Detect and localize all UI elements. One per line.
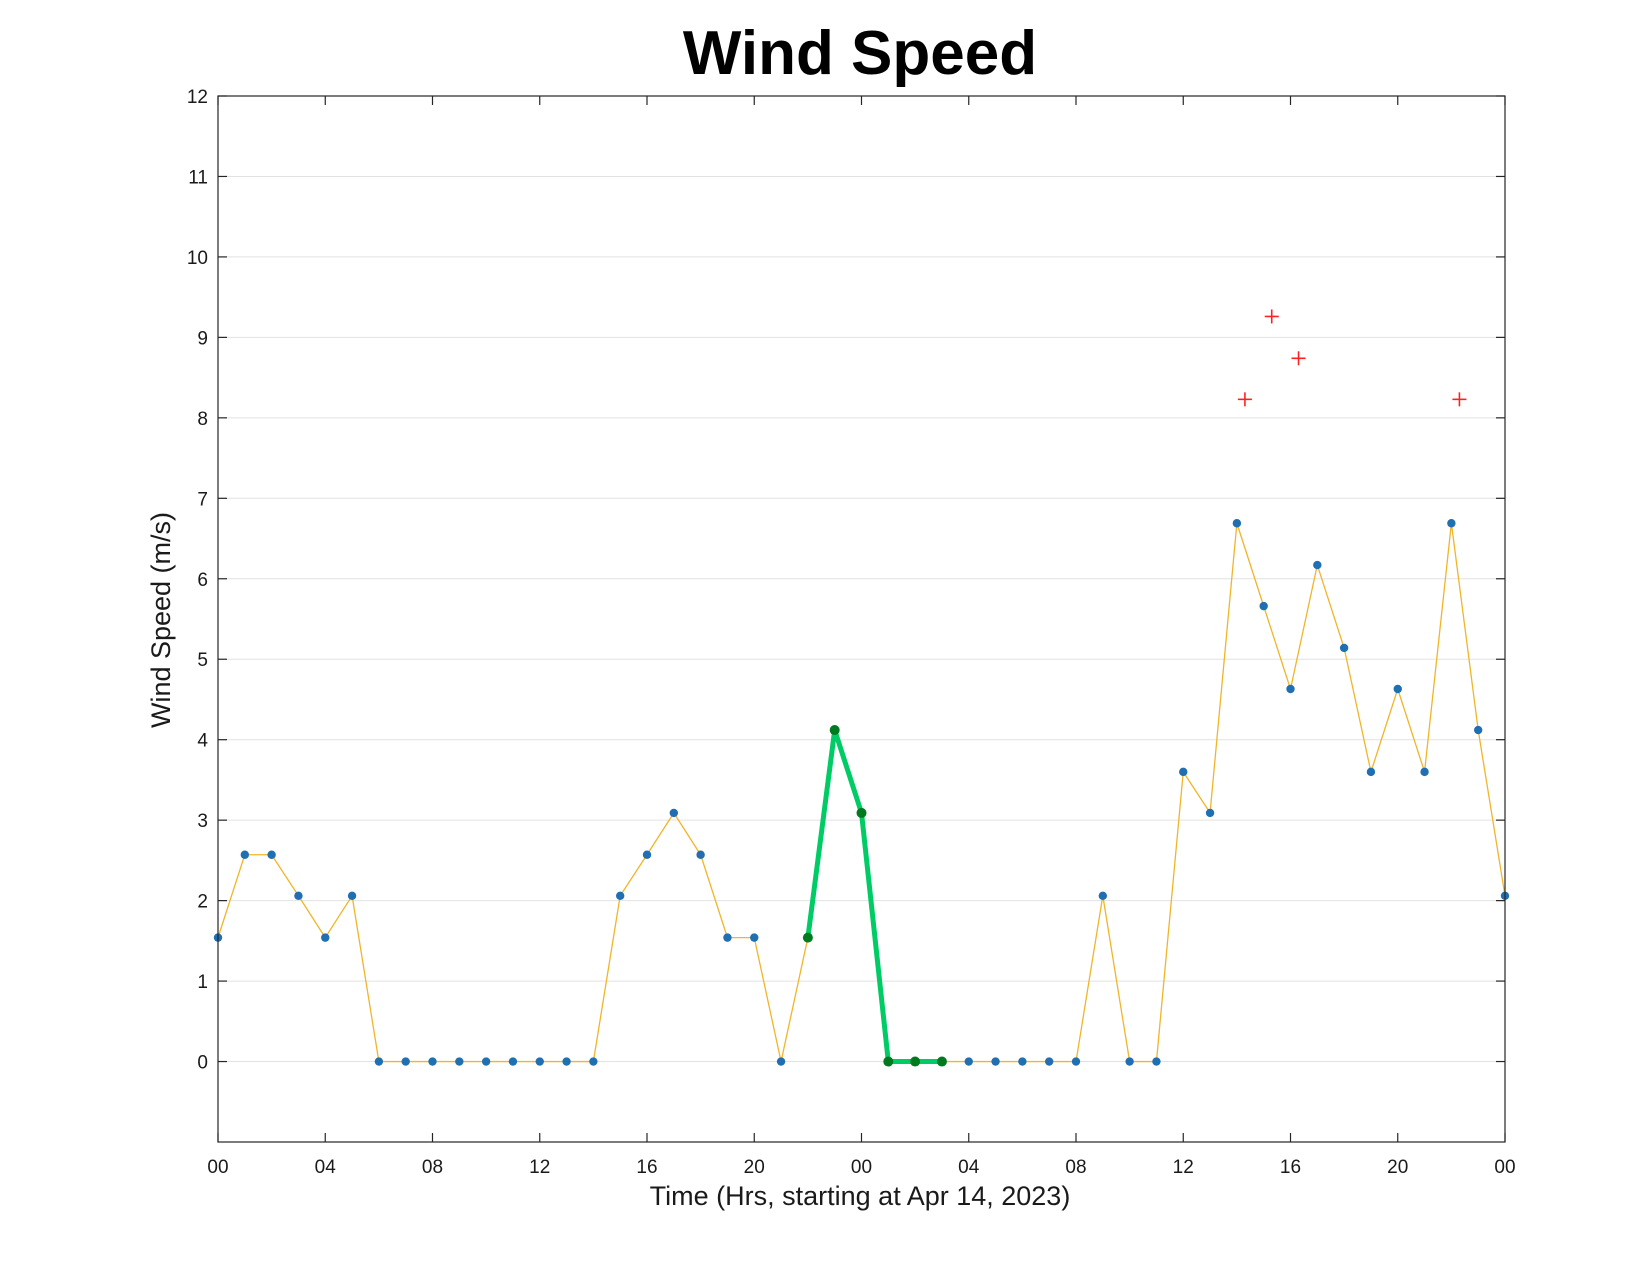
data-point xyxy=(1152,1057,1161,1066)
data-point xyxy=(1366,767,1376,777)
data-point xyxy=(723,933,732,942)
data-point xyxy=(562,1057,571,1066)
gust-marker xyxy=(1452,392,1467,407)
data-point xyxy=(776,1057,786,1066)
highlighted-segment-line xyxy=(805,727,942,1065)
x-tick-label: 04 xyxy=(958,1157,980,1178)
data-point xyxy=(374,1057,384,1066)
data-point xyxy=(936,1056,947,1067)
data-point xyxy=(589,1057,598,1066)
data-point xyxy=(428,1057,437,1066)
gust-marker xyxy=(1237,392,1252,407)
data-point xyxy=(750,933,759,942)
gust-marker xyxy=(1264,309,1279,324)
data-point xyxy=(669,808,679,818)
data-point xyxy=(1179,767,1188,777)
data-point xyxy=(1098,891,1108,900)
x-tick-label: 20 xyxy=(1387,1157,1408,1178)
x-tick-label: 20 xyxy=(744,1157,765,1178)
gust-marker xyxy=(1291,351,1306,366)
data-point xyxy=(991,1057,1000,1066)
data-point xyxy=(1071,1057,1081,1066)
highlighted-segment-series xyxy=(802,725,947,1067)
data-point xyxy=(1205,808,1215,818)
y-tick-label: 9 xyxy=(197,328,208,349)
chart-title: Wind Speed xyxy=(683,19,1037,88)
y-tick-label: 3 xyxy=(197,811,208,832)
x-tick-label: 16 xyxy=(636,1157,657,1178)
x-tick-label: 12 xyxy=(529,1157,550,1178)
data-point xyxy=(829,725,840,736)
data-point xyxy=(1044,1057,1054,1066)
data-point xyxy=(535,1057,544,1066)
y-tick-label: 8 xyxy=(197,409,208,430)
data-point xyxy=(294,891,303,900)
data-point xyxy=(1313,560,1322,570)
y-tick-label: 1 xyxy=(197,972,208,993)
data-point xyxy=(347,891,357,900)
y-tick-label: 7 xyxy=(197,489,208,510)
data-point xyxy=(1420,767,1429,777)
data-point xyxy=(1018,1057,1027,1066)
y-tick-label: 4 xyxy=(197,731,208,752)
x-tick-label: 12 xyxy=(1173,1157,1194,1178)
data-point xyxy=(1339,643,1349,653)
plot-series xyxy=(213,309,1510,1067)
data-point xyxy=(401,1057,410,1066)
x-tick-label: 00 xyxy=(1494,1157,1515,1178)
gusts-series xyxy=(1237,309,1467,407)
data-point xyxy=(856,807,867,818)
gridlines xyxy=(218,95,1505,1063)
data-point xyxy=(910,1056,921,1067)
x-axis-label: Time (Hrs, starting at Apr 14, 2023) xyxy=(650,1181,1071,1211)
y-tick-label: 11 xyxy=(188,167,208,188)
data-point xyxy=(455,1057,464,1066)
x-tick-label: 08 xyxy=(422,1157,443,1178)
y-tick-label: 2 xyxy=(197,892,208,913)
data-point xyxy=(1473,725,1483,735)
data-point xyxy=(1393,684,1402,694)
y-tick-label: 12 xyxy=(187,87,208,108)
data-point xyxy=(615,891,625,900)
y-tick-label: 6 xyxy=(197,570,208,591)
data-point xyxy=(267,850,276,859)
x-tick-label: 08 xyxy=(1065,1157,1086,1178)
x-tick-label: 00 xyxy=(207,1157,228,1178)
data-point xyxy=(1232,519,1242,528)
data-point xyxy=(642,850,652,859)
data-point xyxy=(321,933,330,942)
data-point xyxy=(508,1057,518,1066)
data-point xyxy=(883,1056,894,1067)
y-axis-label: Wind Speed (m/s) xyxy=(146,512,176,728)
y-tick-label: 0 xyxy=(197,1053,208,1074)
data-point xyxy=(481,1057,491,1066)
data-point xyxy=(1447,519,1456,528)
data-point xyxy=(240,850,250,859)
measurements-series xyxy=(213,519,1510,1066)
data-point xyxy=(964,1057,973,1066)
data-point xyxy=(1286,684,1295,694)
data-point xyxy=(696,850,705,859)
x-axis-ticks: 00 04 08 12 16 20 00 04 08 12 16 20 00 xyxy=(207,96,1516,1178)
data-point xyxy=(1125,1057,1134,1066)
x-tick-label: 04 xyxy=(315,1157,337,1178)
x-tick-label: 00 xyxy=(851,1157,872,1178)
data-point xyxy=(802,932,813,943)
x-tick-label: 16 xyxy=(1280,1157,1301,1178)
y-tick-label: 5 xyxy=(197,650,208,671)
plot-frame xyxy=(217,95,1506,1143)
y-tick-label: 10 xyxy=(187,248,208,269)
data-point xyxy=(1259,601,1268,611)
